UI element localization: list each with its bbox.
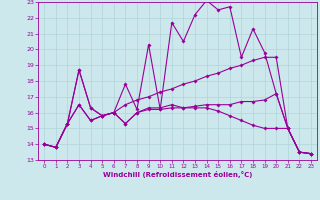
- X-axis label: Windchill (Refroidissement éolien,°C): Windchill (Refroidissement éolien,°C): [103, 171, 252, 178]
